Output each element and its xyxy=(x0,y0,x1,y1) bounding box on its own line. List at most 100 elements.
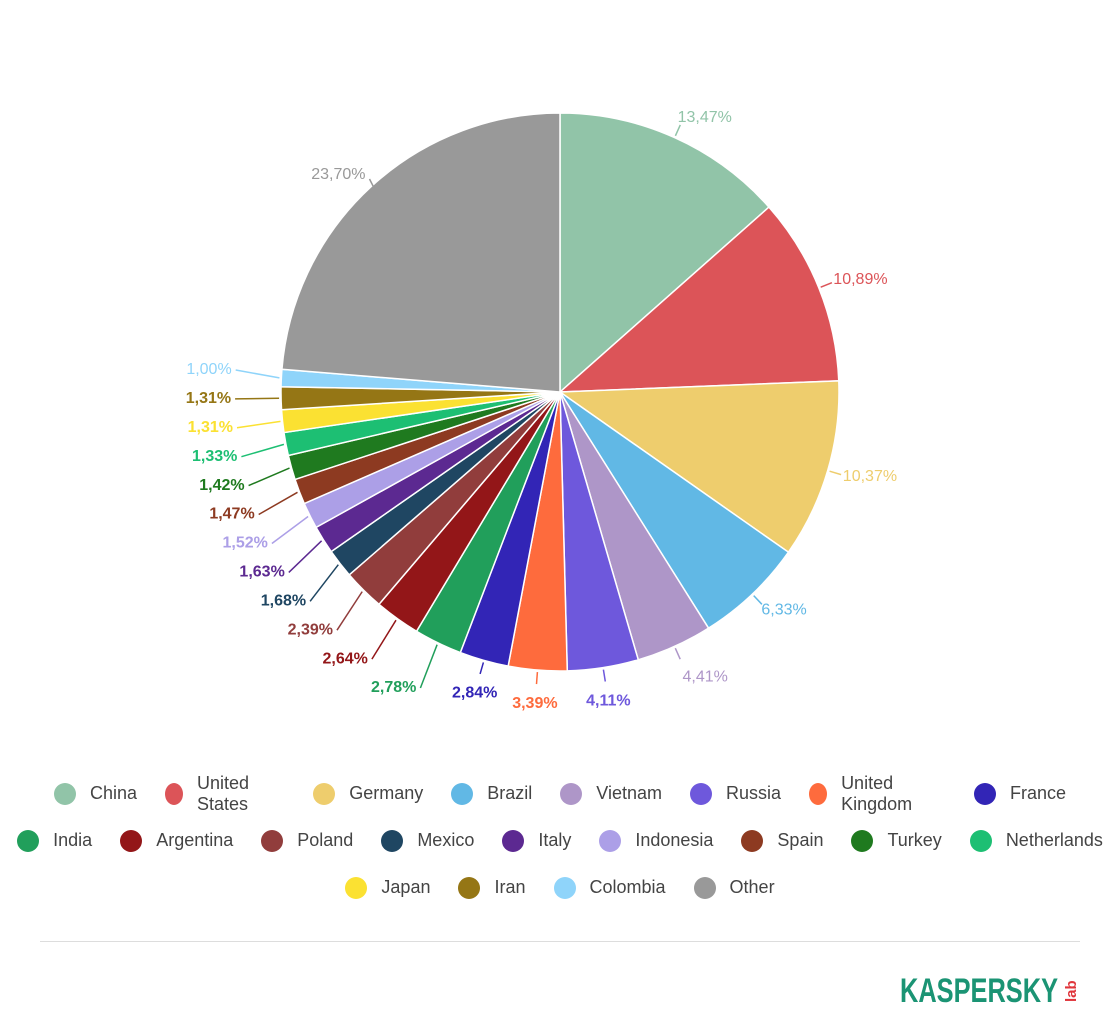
leader-line-france xyxy=(479,662,485,675)
leader-line-germany xyxy=(829,470,842,476)
legend-item-brazil: Brazil xyxy=(451,782,532,805)
legend-label: France xyxy=(1009,783,1066,803)
legend-item-japan: Japan xyxy=(345,876,431,899)
legend-swatch xyxy=(693,876,716,899)
legend-item-china: China xyxy=(54,782,137,805)
data-label-france: 2,84% xyxy=(452,684,497,701)
data-label-japan: 1,31% xyxy=(188,419,233,436)
legend-swatch xyxy=(120,829,143,852)
data-label-italy: 1,63% xyxy=(239,564,284,581)
data-label-colombia: 1,00% xyxy=(186,361,231,378)
legend-swatch xyxy=(17,829,40,852)
legend-item-spain: Spain xyxy=(741,829,824,852)
legend-item-iran: Iran xyxy=(458,876,526,899)
legend-item-united-kingdom: United Kingdom xyxy=(809,773,946,815)
legend-swatch xyxy=(502,829,525,852)
legend-label: Russia xyxy=(726,783,782,803)
legend-item-india: India xyxy=(17,829,93,852)
leader-line-vietnam xyxy=(674,647,681,660)
legend-swatch xyxy=(560,782,583,805)
legend-swatch xyxy=(451,782,474,805)
legend-swatch xyxy=(345,876,368,899)
data-label-poland: 2,39% xyxy=(288,621,333,638)
legend-swatch xyxy=(165,782,183,805)
legend-swatch xyxy=(599,829,622,852)
leader-line-poland xyxy=(336,591,363,631)
legend-item-poland: Poland xyxy=(261,829,354,852)
legend-item-colombia: Colombia xyxy=(553,876,666,899)
leader-line-argentina xyxy=(371,619,397,660)
data-label-vietnam: 4,41% xyxy=(683,669,728,686)
legend-row: China United States Germany Brazil Vietnam Ru… xyxy=(40,770,1080,817)
legend-label: Germany xyxy=(349,783,424,803)
legend-item-italy: Italy xyxy=(502,829,572,852)
logo-suffix: lab xyxy=(1063,980,1080,1002)
data-label-mexico: 1,68% xyxy=(261,593,306,610)
legend-item-russia: Russia xyxy=(690,782,782,805)
legend-item-argentina: Argentina xyxy=(120,829,233,852)
legend-label: India xyxy=(53,830,93,850)
leader-line-russia xyxy=(602,669,607,682)
legend: China United States Germany Brazil Vietnam Ru… xyxy=(17,770,1103,911)
legend-label: Indonesia xyxy=(635,830,714,850)
legend-swatch xyxy=(741,829,764,852)
legend-label: Colombia xyxy=(589,877,666,897)
legend-label: Spain xyxy=(777,830,824,850)
leader-line-india xyxy=(419,644,438,689)
legend-item-indonesia: Indonesia xyxy=(599,829,714,852)
logo-graphic: KASPERSKY lab xyxy=(900,972,1080,1010)
legend-swatch xyxy=(690,782,713,805)
leader-line-italy xyxy=(288,540,323,573)
legend-swatch xyxy=(458,876,481,899)
label-leader-lines xyxy=(235,124,842,689)
data-label-russia: 4,11% xyxy=(586,692,630,709)
leader-line-indonesia xyxy=(271,515,309,545)
data-label-iran: 1,31% xyxy=(186,390,231,407)
leader-line-iran xyxy=(235,397,280,400)
legend-label: Iran xyxy=(494,877,526,897)
data-label-india: 2,78% xyxy=(371,679,416,696)
leader-line-united-kingdom xyxy=(535,672,539,685)
pie-slice-other xyxy=(281,112,561,393)
pie-slice-china xyxy=(559,112,771,394)
legend-label: United Kingdom xyxy=(841,772,913,814)
pie-slice-germany xyxy=(557,380,840,554)
legend-label: Netherlands xyxy=(1005,830,1103,850)
leader-line-mexico xyxy=(309,564,339,602)
legend-item-france: France xyxy=(973,782,1066,805)
data-label-indonesia: 1,52% xyxy=(223,535,268,552)
leader-line-netherlands xyxy=(241,443,285,458)
legend-label: United States xyxy=(197,772,250,814)
legend-label: Mexico xyxy=(417,830,475,850)
legend-label: Other xyxy=(729,877,775,897)
data-label-netherlands: 1,33% xyxy=(192,448,237,465)
data-label-turkey: 1,42% xyxy=(199,477,244,494)
legend-item-turkey: Turkey xyxy=(851,829,942,852)
legend-swatch xyxy=(851,829,874,852)
legend-item-mexico: Mexico xyxy=(381,829,475,852)
pie-slices xyxy=(280,112,840,672)
data-label-china: 13,47% xyxy=(678,109,732,126)
logo-wordmark: KASPERSKY xyxy=(900,972,1058,1008)
legend-swatch xyxy=(261,829,284,852)
leader-line-spain xyxy=(258,491,298,516)
legend-label: Italy xyxy=(538,830,572,850)
legend-label: Turkey xyxy=(887,830,942,850)
leader-line-turkey xyxy=(248,467,290,487)
leader-line-china xyxy=(674,124,681,137)
kaspersky-lab-logo: KASPERSKY lab xyxy=(900,968,1080,1013)
legend-swatch xyxy=(973,782,996,805)
leader-line-colombia xyxy=(235,369,280,379)
legend-item-germany: Germany xyxy=(313,782,424,805)
pie-chart: 13,47% 10,89% 10,37% 6,33% 4,41% 4,11% 3,39% 2,… xyxy=(186,109,897,712)
legend-item-vietnam: Vietnam xyxy=(560,782,662,805)
legend-row: India Argentina Poland Mexico Italy Indonesia… xyxy=(17,817,1103,864)
data-label-argentina: 2,64% xyxy=(323,650,368,667)
legend-swatch xyxy=(969,829,992,852)
legend-label: Poland xyxy=(297,830,354,850)
legend-item-united-states: United States xyxy=(165,773,285,815)
legend-swatch xyxy=(553,876,576,899)
leader-line-japan xyxy=(236,420,281,429)
legend-label: Japan xyxy=(381,877,431,897)
legend-swatch xyxy=(809,782,828,805)
